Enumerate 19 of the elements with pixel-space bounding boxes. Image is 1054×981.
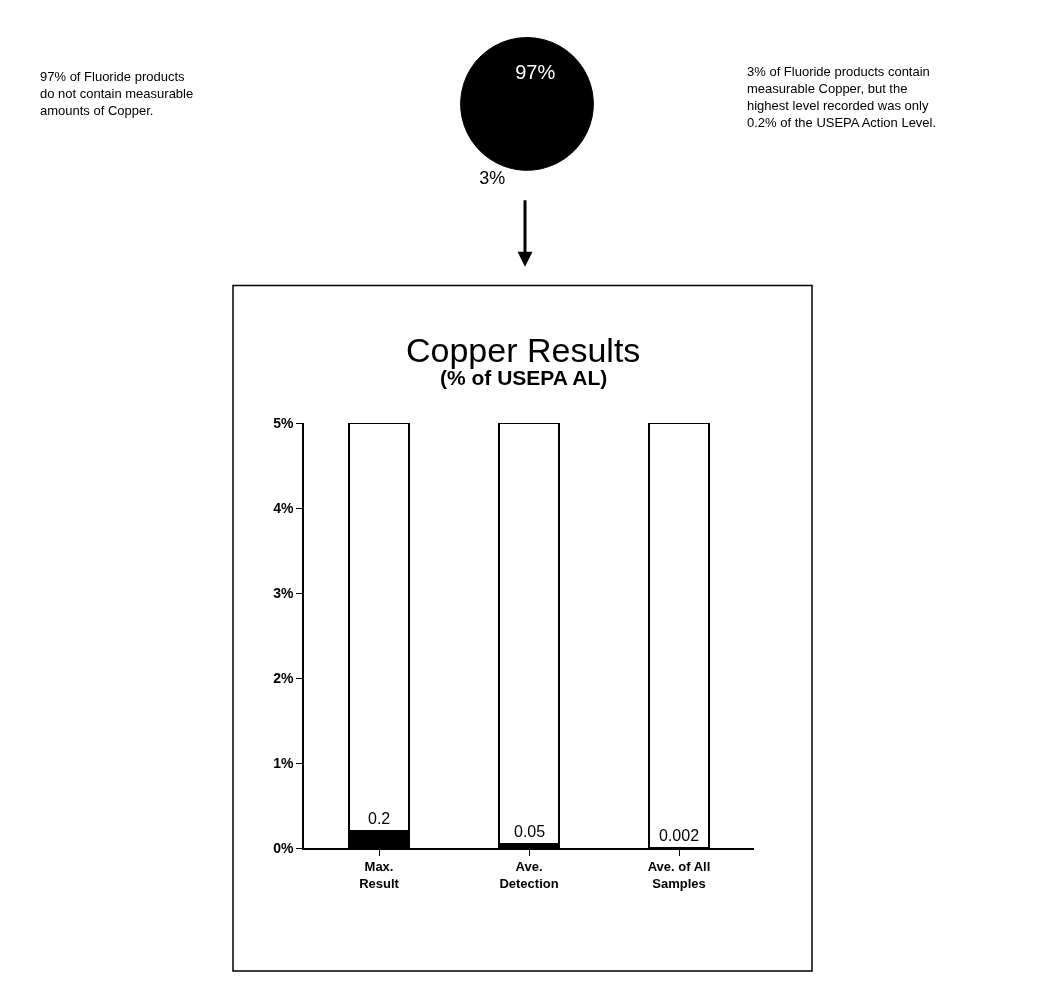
y-tick-label: 4% — [273, 500, 294, 517]
data-label: 0.2 — [368, 810, 391, 827]
x-tick-label: Ave. Detection — [499, 859, 559, 892]
x-tick-label: Ave. of All Samples — [647, 859, 711, 892]
y-tick-label: 2% — [273, 669, 294, 686]
data-label: 97% — [515, 60, 556, 83]
y-tick-label: 5% — [273, 415, 294, 432]
data-label: 0.05 — [514, 823, 546, 840]
text: 3% of Fluoride products contain measurable Copper, but the highest level recorded was only 0.2% of the USEPA Action Level. — [747, 64, 937, 130]
text: 97% of Fluoride products do not contain measurable amounts of Copper. — [40, 69, 194, 118]
data-label: 0.002 — [659, 827, 700, 844]
y-tick-label: 1% — [273, 754, 294, 771]
y-tick-label: 3% — [273, 585, 294, 601]
x-tick-label: Max. Result — [359, 859, 400, 892]
data-label: 3% — [479, 167, 506, 188]
y-tick-label: 0% — [273, 839, 294, 856]
bar — [498, 423, 560, 845]
chart-title: Copper Results — [406, 331, 641, 369]
pie-slice — [460, 37, 594, 171]
